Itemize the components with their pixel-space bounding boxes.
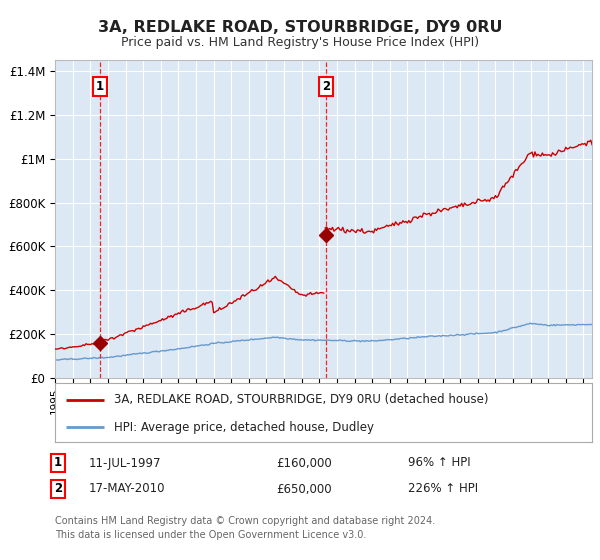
- Text: HPI: Average price, detached house, Dudley: HPI: Average price, detached house, Dudl…: [114, 421, 374, 434]
- Text: 3A, REDLAKE ROAD, STOURBRIDGE, DY9 0RU (detached house): 3A, REDLAKE ROAD, STOURBRIDGE, DY9 0RU (…: [114, 393, 489, 406]
- Text: 2: 2: [54, 483, 62, 496]
- Text: £160,000: £160,000: [276, 456, 332, 469]
- Text: 2: 2: [322, 80, 330, 93]
- Text: 11-JUL-1997: 11-JUL-1997: [88, 456, 161, 469]
- Text: 17-MAY-2010: 17-MAY-2010: [88, 483, 164, 496]
- Text: 226% ↑ HPI: 226% ↑ HPI: [408, 483, 478, 496]
- Text: Contains HM Land Registry data © Crown copyright and database right 2024.: Contains HM Land Registry data © Crown c…: [55, 516, 436, 526]
- Text: Price paid vs. HM Land Registry's House Price Index (HPI): Price paid vs. HM Land Registry's House …: [121, 36, 479, 49]
- Text: £650,000: £650,000: [276, 483, 332, 496]
- Text: 1: 1: [54, 456, 62, 469]
- Text: 3A, REDLAKE ROAD, STOURBRIDGE, DY9 0RU: 3A, REDLAKE ROAD, STOURBRIDGE, DY9 0RU: [98, 20, 502, 35]
- Text: 96% ↑ HPI: 96% ↑ HPI: [408, 456, 470, 469]
- Text: This data is licensed under the Open Government Licence v3.0.: This data is licensed under the Open Gov…: [55, 530, 367, 540]
- Text: 1: 1: [95, 80, 104, 93]
